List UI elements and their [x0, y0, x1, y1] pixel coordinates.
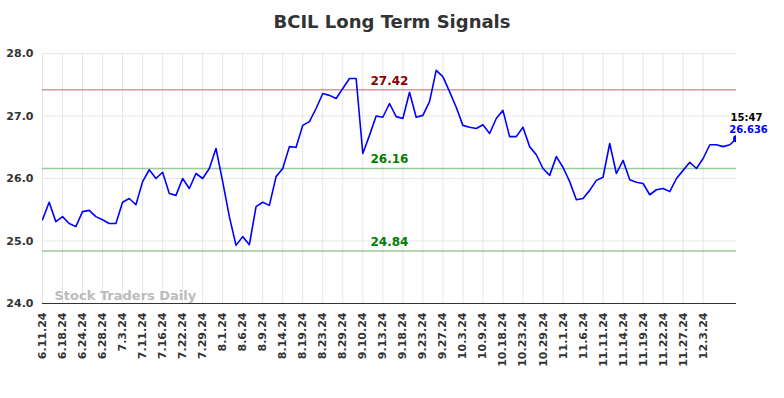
- svg-text:7.29.24: 7.29.24: [196, 312, 209, 359]
- svg-text:10.9.24: 10.9.24: [476, 312, 489, 359]
- svg-text:6.28.24: 6.28.24: [96, 312, 109, 359]
- svg-text:27.42: 27.42: [371, 74, 409, 88]
- svg-text:11.11.24: 11.11.24: [597, 312, 610, 367]
- svg-text:11.22.24: 11.22.24: [657, 312, 670, 367]
- svg-text:28.0: 28.0: [6, 47, 33, 60]
- svg-text:10.29.24: 10.29.24: [537, 312, 550, 367]
- svg-text:6.11.24: 6.11.24: [36, 312, 49, 359]
- svg-text:11.27.24: 11.27.24: [677, 312, 690, 367]
- svg-text:11.14.24: 11.14.24: [617, 312, 630, 367]
- svg-text:11.19.24: 11.19.24: [637, 312, 650, 367]
- svg-text:10.23.24: 10.23.24: [516, 312, 529, 367]
- svg-text:27.0: 27.0: [6, 110, 33, 123]
- svg-text:9.27.24: 9.27.24: [436, 312, 449, 359]
- svg-text:Stock Traders Daily: Stock Traders Daily: [55, 288, 197, 303]
- svg-text:11.6.24: 11.6.24: [577, 312, 590, 359]
- svg-text:7.3.24: 7.3.24: [116, 312, 129, 351]
- svg-text:8.6.24: 8.6.24: [236, 312, 249, 351]
- svg-text:8.9.24: 8.9.24: [256, 312, 269, 351]
- svg-text:24.0: 24.0: [6, 297, 33, 310]
- svg-text:8.19.24: 8.19.24: [296, 312, 309, 359]
- svg-text:8.23.24: 8.23.24: [316, 312, 329, 359]
- svg-text:26.0: 26.0: [6, 172, 33, 185]
- svg-text:10.3.24: 10.3.24: [456, 312, 469, 359]
- svg-text:26.16: 26.16: [371, 152, 409, 166]
- svg-text:7.16.24: 7.16.24: [156, 312, 169, 359]
- svg-text:7.22.24: 7.22.24: [176, 312, 189, 359]
- svg-text:15:47: 15:47: [731, 112, 763, 123]
- svg-text:10.18.24: 10.18.24: [496, 312, 509, 367]
- svg-text:7.11.24: 7.11.24: [136, 312, 149, 359]
- html-text:BCIL Long Term Signals: BCIL Long Term Signals: [273, 11, 511, 32]
- svg-text:12.3.24: 12.3.24: [697, 312, 710, 359]
- svg-text:8.29.24: 8.29.24: [336, 312, 349, 359]
- svg-text:9.13.24: 9.13.24: [376, 312, 389, 359]
- svg-text:9.23.24: 9.23.24: [416, 312, 429, 359]
- svg-text:11.1.24: 11.1.24: [557, 312, 570, 359]
- svg-text:6.18.24: 6.18.24: [56, 312, 69, 359]
- svg-text:26.636: 26.636: [729, 124, 768, 135]
- svg-text:8.1.24: 8.1.24: [216, 312, 229, 351]
- svg-text:6.24.24: 6.24.24: [76, 312, 89, 359]
- svg-text:9.10.24: 9.10.24: [356, 312, 369, 359]
- svg-text:24.84: 24.84: [371, 235, 409, 249]
- svg-text:9.18.24: 9.18.24: [396, 312, 409, 359]
- svg-text:8.14.24: 8.14.24: [276, 312, 289, 359]
- svg-text:25.0: 25.0: [6, 235, 33, 248]
